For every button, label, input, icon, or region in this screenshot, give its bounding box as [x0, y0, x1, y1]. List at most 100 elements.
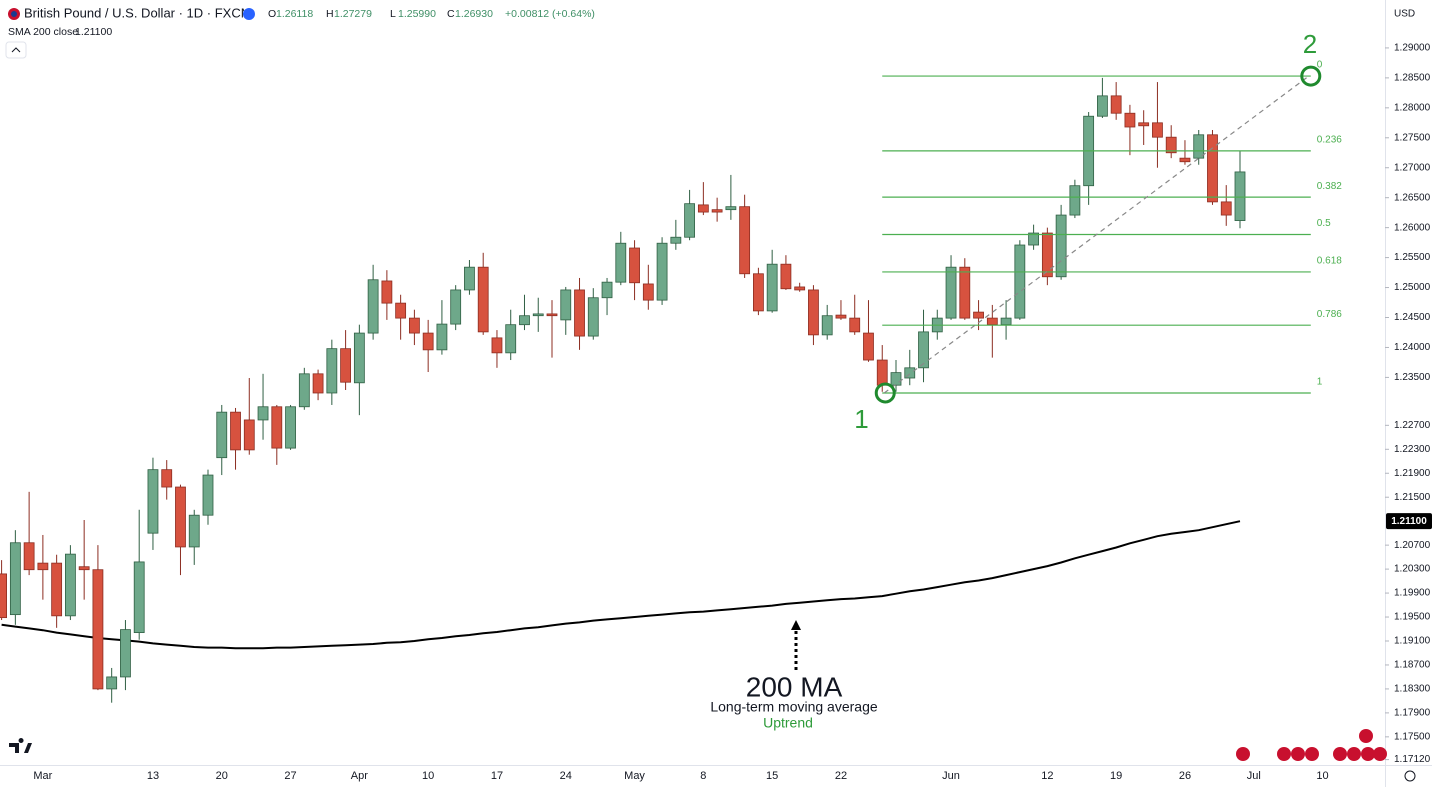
candle-body — [1014, 244, 1026, 319]
plot-area: 0 0.236 0.382 0.5 0.618 0.786 1 1 2 200 MALong-te… — [0, 29, 1342, 731]
candle-body — [395, 302, 407, 319]
event-flag[interactable] — [1291, 747, 1305, 761]
point-label: 1 — [854, 404, 868, 434]
candle-body — [711, 209, 723, 213]
candle-body — [340, 348, 352, 383]
candle-body — [1152, 122, 1163, 138]
candle-body — [491, 337, 503, 354]
y-tick-label: 1.22300 — [1394, 444, 1431, 455]
x-tick-label: Jul — [1247, 770, 1261, 782]
sma-legend-value: 1.21100 — [75, 26, 112, 38]
ohlc-value: 1.26118 — [276, 8, 313, 20]
y-tick-label: 1.19900 — [1394, 588, 1431, 599]
event-flag[interactable] — [1361, 747, 1375, 761]
candle-body — [849, 317, 861, 333]
candle-body — [986, 317, 998, 326]
candle-body — [353, 332, 365, 384]
y-tick-label: 1.20300 — [1394, 564, 1431, 575]
candle-body — [629, 247, 640, 284]
y-tick-label: 1.28500 — [1394, 73, 1431, 84]
candle-body — [863, 332, 874, 361]
candle-body — [519, 315, 530, 326]
candle-body — [904, 367, 916, 379]
candle-body — [257, 406, 269, 421]
ohlc-key: H — [326, 8, 334, 20]
candle-body — [450, 289, 462, 325]
flag-icons — [1236, 729, 1387, 761]
candle-body — [505, 324, 517, 354]
ohlc-value: 1.26930 — [455, 8, 493, 20]
y-tick-label: 1.19500 — [1394, 612, 1431, 623]
event-flag[interactable] — [1277, 747, 1291, 761]
candle-body — [216, 411, 228, 459]
collapse-button[interactable] — [5, 41, 27, 59]
y-tick-label: 1.25000 — [1394, 282, 1431, 293]
candle-body — [532, 313, 544, 317]
x-tick-label: 13 — [147, 770, 159, 782]
candle-body — [1138, 122, 1150, 127]
candle-body — [312, 373, 324, 394]
candle-body — [477, 266, 489, 333]
candle-body — [408, 317, 420, 334]
event-flag[interactable] — [1359, 729, 1373, 743]
candle-body — [876, 359, 888, 386]
x-tick-label: 10 — [422, 770, 434, 782]
candle-body — [65, 553, 76, 617]
candle-body — [560, 289, 572, 321]
y-tick-label: 1.17900 — [1394, 708, 1431, 719]
symbol-flag — [11, 11, 17, 17]
event-flag[interactable] — [1305, 747, 1319, 761]
candle-body — [1193, 134, 1205, 159]
x-tick-label: 24 — [560, 770, 572, 782]
candle-body — [587, 297, 599, 337]
ohlc-value: 1.27279 — [334, 8, 372, 20]
currency-label[interactable]: USD — [1394, 9, 1415, 20]
header: British Pound / U.S. Dollar · 1D · FXCM … — [5, 5, 595, 59]
candle-body — [92, 569, 104, 690]
candle-body — [230, 411, 241, 451]
tv-logo — [9, 738, 32, 753]
symbol-title: British Pound / U.S. Dollar · 1D · FXCM — [24, 5, 252, 20]
ohlc-key: L — [390, 8, 396, 20]
candle-body — [684, 203, 695, 238]
ohlc-change: +0.00812 (+0.64%) — [505, 8, 595, 20]
y-tick-label: 1.22700 — [1394, 420, 1431, 431]
status-icon — [243, 8, 255, 20]
candle-body — [285, 406, 296, 449]
candle-body — [642, 283, 654, 301]
y-tick-label: 1.17500 — [1394, 731, 1431, 742]
candle-body — [697, 204, 709, 213]
candle-body — [51, 562, 63, 617]
candle-body — [464, 266, 475, 291]
sma-price-box — [1386, 513, 1432, 530]
candle-body — [1124, 112, 1136, 128]
candle-body — [945, 266, 957, 319]
x-tick-label: Jun — [942, 770, 960, 782]
fib-level-label: 0.618 — [1317, 256, 1342, 267]
candle-body — [1179, 157, 1191, 163]
event-flag[interactable] — [1333, 747, 1347, 761]
candle-body — [436, 323, 448, 351]
y-tick-label: 1.18300 — [1394, 684, 1431, 695]
candle-body — [546, 313, 558, 317]
candle-body — [37, 562, 49, 571]
candle-body — [202, 474, 214, 516]
event-flag[interactable] — [1373, 747, 1387, 761]
candle-body — [161, 469, 173, 488]
y-tick-label: 1.26500 — [1394, 192, 1431, 203]
candle-body — [835, 314, 847, 319]
x-tick-label: 20 — [216, 770, 228, 782]
candle-body — [106, 676, 118, 690]
settings-icon[interactable] — [1404, 770, 1416, 782]
event-flag[interactable] — [1236, 747, 1250, 761]
candle-body — [821, 315, 833, 336]
fib-level-label: 1 — [1317, 377, 1323, 388]
candle-body — [890, 372, 902, 386]
x-tick-label: 8 — [700, 770, 706, 782]
candle-body — [367, 279, 379, 334]
event-flag[interactable] — [1347, 747, 1361, 761]
candle-body — [1028, 232, 1039, 246]
x-tick-label: Apr — [351, 770, 368, 782]
x-tick-label: 26 — [1179, 770, 1191, 782]
